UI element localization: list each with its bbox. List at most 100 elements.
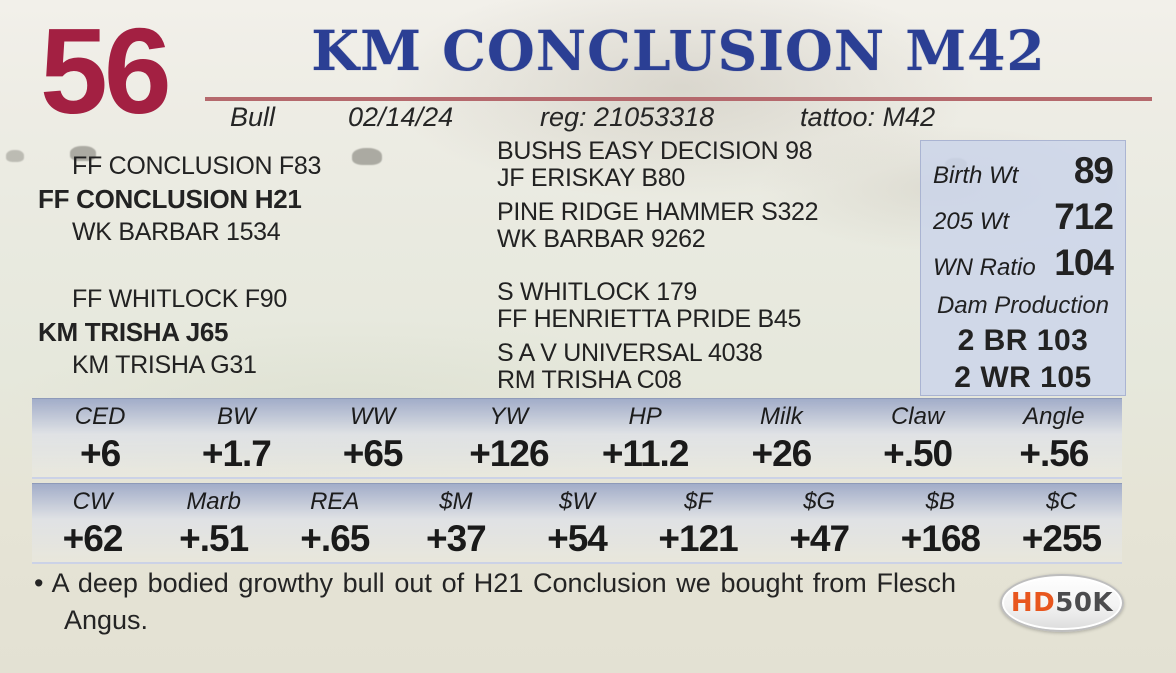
pedigree-ancestor: BUSHS EASY DECISION 98 — [497, 137, 813, 165]
birth-date: 02/14/24 — [348, 102, 454, 132]
pedigree-side-gap — [497, 253, 927, 279]
epd-value: +.51 — [179, 518, 249, 559]
epd-label: YW — [489, 403, 529, 430]
epd-label: $M — [439, 488, 473, 515]
cattle-silhouette — [6, 150, 24, 162]
animal-name-title: KM CONCLUSION M42 — [311, 18, 1046, 83]
epd-cell-dollar-m: $M +37 — [395, 484, 516, 562]
epd-value: +54 — [547, 518, 608, 559]
dam-of-sire: WK BARBAR 1534 — [72, 218, 281, 246]
epd-label: $B — [925, 488, 955, 515]
epd-value: +37 — [426, 518, 487, 559]
sale-note: • A deep bodied growthy bull out of H21 … — [34, 565, 956, 639]
epd-cell-dollar-w: $W +54 — [516, 484, 637, 562]
stat-row-wn-ratio: WN Ratio 104 — [933, 242, 1114, 288]
epd-cell-milk: Milk +26 — [713, 399, 849, 477]
dam-production-wr: 2 WR 105 — [954, 361, 1092, 394]
stat-value: 712 — [1054, 196, 1114, 237]
pedigree-group-gap — [38, 249, 478, 283]
performance-stats-box: Birth Wt 89 205 Wt 712 WN Ratio 104 Dam … — [920, 140, 1126, 396]
epd-value: +65 — [342, 433, 404, 474]
epd-cell-claw: Claw +.50 — [850, 399, 986, 477]
stat-value: 104 — [1054, 242, 1114, 283]
epd-cell-ww: WW +65 — [305, 399, 441, 477]
epd-value: +168 — [900, 518, 981, 559]
epd-cell-marb: Marb +.51 — [153, 484, 274, 562]
epd-cell-bw: BW +1.7 — [168, 399, 304, 477]
epd-label: Marb — [186, 488, 241, 515]
epd-value: +1.7 — [201, 433, 272, 474]
epd-label: Milk — [760, 403, 803, 430]
stat-row-birth-wt: Birth Wt 89 — [933, 150, 1114, 196]
reg-value: 21053318 — [594, 102, 715, 132]
pedigree-ancestor: S A V UNIVERSAL 4038 — [497, 339, 763, 367]
tattoo: tattoo: M42 — [800, 102, 935, 133]
epd-label: $W — [558, 488, 595, 515]
sire-name: FF CONCLUSION H21 — [38, 184, 302, 214]
epd-value: +62 — [62, 518, 124, 559]
epd-row-growth: CED +6 BW +1.7 WW +65 YW +126 HP +11.2 M… — [32, 398, 1122, 479]
epd-cell-hp: HP +11.2 — [577, 399, 713, 477]
epd-cell-cw: CW +62 — [32, 484, 153, 562]
epd-label: CED — [74, 403, 126, 430]
epd-value: +26 — [751, 433, 812, 474]
epd-value: +11.2 — [601, 433, 690, 474]
stat-label: Birth Wt — [933, 162, 1019, 189]
dam-production-label: Dam Production — [936, 292, 1110, 319]
lot-number: 56 — [40, 3, 172, 139]
sire-of-sire: FF CONCLUSION F83 — [72, 152, 322, 180]
epd-label: Angle — [1023, 403, 1085, 430]
pedigree-grandparents-column: BUSHS EASY DECISION 98 JF ERISKAY B80 PI… — [497, 138, 927, 394]
epd-value: +.50 — [883, 433, 953, 474]
epd-row-carcass-value: CW +62 Marb +.51 REA +.65 $M +37 $W +54 … — [32, 483, 1122, 564]
reg-label: reg: — [540, 102, 587, 132]
epd-label: $G — [803, 488, 836, 515]
note-text: A deep bodied growthy bull out of H21 Co… — [51, 568, 957, 635]
epd-label: $F — [684, 488, 713, 515]
epd-value: +.56 — [1019, 433, 1089, 474]
epd-value: +47 — [789, 518, 850, 559]
tattoo-value: M42 — [882, 102, 936, 132]
cattle-silhouette — [352, 148, 382, 165]
epd-cell-rea: REA +.65 — [274, 484, 395, 562]
epd-value: +6 — [80, 433, 121, 474]
epd-value: +121 — [658, 518, 738, 559]
epd-label: CW — [72, 488, 113, 515]
hd50k-logo: HD 50K — [1000, 574, 1124, 632]
pedigree-parents-column: FF CONCLUSION F83 FF CONCLUSION H21 WK B… — [38, 150, 478, 382]
title-underline — [205, 97, 1152, 101]
epd-cell-dollar-g: $G +47 — [759, 484, 880, 562]
dam-name: KM TRISHA J65 — [38, 317, 229, 347]
pedigree-ancestor: JF ERISKAY B80 — [497, 164, 686, 192]
pedigree-ancestor: PINE RIDGE HAMMER S322 — [497, 198, 819, 226]
epd-label: WW — [349, 403, 396, 430]
tattoo-label: tattoo: — [800, 102, 876, 132]
animal-sex: Bull — [230, 102, 276, 132]
pedigree-ancestor: S WHITLOCK 179 — [497, 278, 698, 306]
epd-label: BW — [217, 403, 256, 430]
epd-label: REA — [310, 488, 360, 515]
epd-label: $C — [1046, 488, 1077, 515]
epd-cell-dollar-c: $C +255 — [1001, 484, 1122, 562]
registration-number: reg: 21053318 — [540, 102, 714, 133]
epd-cell-yw: YW +126 — [441, 399, 577, 477]
dam-production-br: 2 BR 103 — [957, 324, 1089, 357]
epd-value: +.65 — [300, 518, 370, 559]
stat-value: 89 — [1073, 150, 1114, 191]
epd-label: Claw — [890, 403, 945, 430]
stat-label: 205 Wt — [933, 208, 1010, 235]
epd-value: +126 — [469, 433, 549, 474]
epd-cell-dollar-b: $B +168 — [880, 484, 1001, 562]
stat-row-205-wt: 205 Wt 712 — [933, 196, 1114, 242]
pedigree-ancestor: RM TRISHA C08 — [497, 366, 682, 394]
stat-label: WN Ratio — [933, 254, 1036, 281]
dam-of-dam: KM TRISHA G31 — [72, 351, 257, 379]
epd-cell-angle: Angle +.56 — [986, 399, 1122, 477]
epd-cell-dollar-f: $F +121 — [638, 484, 759, 562]
logo-hd-text: HD — [1010, 588, 1056, 618]
pedigree-ancestor: FF HENRIETTA PRIDE B45 — [497, 305, 802, 333]
sire-of-dam: FF WHITLOCK F90 — [72, 285, 287, 313]
cattle-silhouette — [70, 146, 96, 161]
epd-label: HP — [628, 403, 662, 430]
